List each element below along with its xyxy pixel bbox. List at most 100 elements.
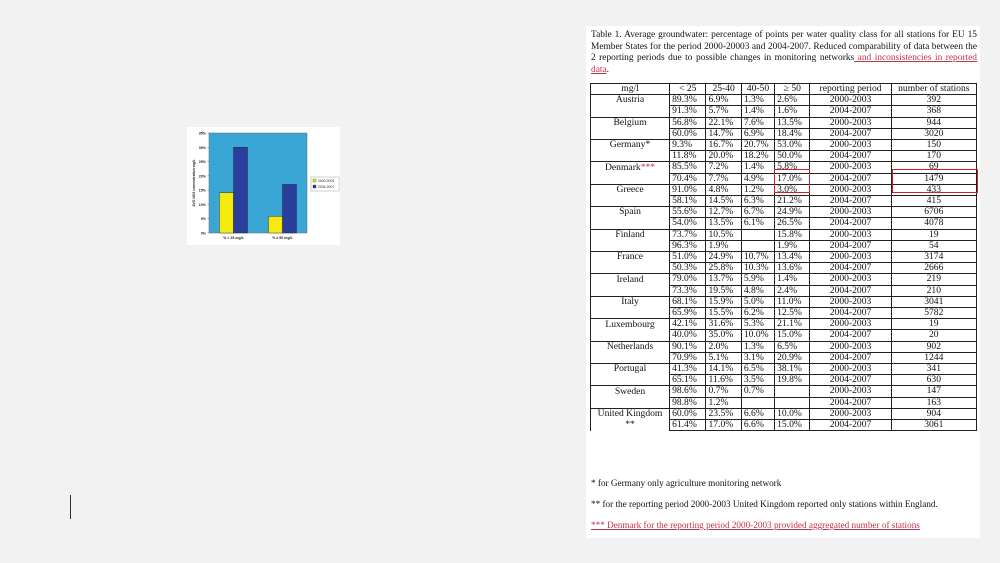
country-label: Austria — [615, 94, 645, 106]
header-mgl: mg/l — [589, 82, 671, 96]
table-cell: 15.5% — [705, 307, 742, 320]
header-lt25: < 25 — [669, 82, 707, 96]
table-cell: 13.5% — [774, 116, 811, 129]
groundwater-bar-chart: 0% 5% 10% 15% 20% 25% 30% 35% AVG NO3 concentrat… — [187, 127, 340, 245]
table-cell: 2000-2003 — [809, 385, 892, 398]
table-cell: 1.4% — [740, 105, 776, 118]
legend-swatch — [312, 178, 317, 183]
table-cell: 1.2% — [740, 183, 776, 197]
country-name: Italy — [589, 295, 671, 308]
table-cell: 2004-2007 — [809, 374, 892, 387]
country-label: Denmark — [604, 161, 641, 173]
table-cell: 15.8% — [774, 228, 811, 241]
table-cell: 4.8% — [740, 284, 776, 297]
table-cell: 70.4% — [669, 172, 707, 185]
table-cell: 6.1% — [740, 217, 776, 230]
table-cell: 10.0% — [740, 329, 776, 342]
table-cell: 1.6% — [774, 105, 811, 118]
table-cell — [774, 385, 811, 398]
table-cell: 2000-2003 — [809, 116, 892, 129]
y-tick-label: 10% — [199, 203, 207, 207]
table-caption: Table 1. Average groundwater: percentage… — [591, 30, 977, 76]
table-cell: 51.0% — [669, 251, 707, 264]
y-tick-label: 5% — [201, 217, 207, 221]
table-cell: 368 — [890, 105, 978, 118]
table-cell: 2004-2007 — [809, 351, 892, 365]
country-cell-continued — [589, 195, 671, 207]
table-cell: 31.6% — [705, 318, 742, 331]
table-cell: 61.4% — [669, 419, 707, 432]
country-name: Spain — [589, 206, 671, 218]
table-cell: 15.0% — [774, 329, 811, 342]
table-cell: 1.2% — [705, 396, 742, 409]
table-cell: 2000-2003 — [809, 139, 892, 152]
table-cell: 13.4% — [774, 251, 811, 264]
table-cell: 9.3% — [669, 139, 707, 152]
table-cell: 91.3% — [669, 105, 707, 118]
table-row: 11.8% 20.0% 18.2% 50.0% 2004-2007 170 — [589, 150, 978, 163]
table-cell — [740, 239, 776, 253]
table-cell: 2004-2007 — [809, 307, 892, 320]
table-cell: 11.8% — [669, 150, 707, 163]
country-cell-continued: ** — [589, 419, 671, 431]
table-cell: 23.5% — [705, 407, 742, 421]
table-cell: 10.0% — [774, 407, 811, 421]
table-cell: 2000-2003 — [809, 363, 892, 376]
table-cell: 3061 — [890, 419, 978, 432]
table-cell: 6.5% — [740, 363, 776, 376]
country-cell-continued — [589, 329, 671, 342]
table-cell: 163 — [890, 396, 978, 409]
table-row: Sweden 98.6% 0.7% 0.7% 2000-2003 147 — [589, 385, 978, 398]
country-cell-continued — [589, 397, 671, 409]
country-name: Portugal — [589, 363, 671, 375]
table-cell: 18.2% — [740, 150, 776, 163]
table-cell: 6.2% — [740, 307, 776, 320]
table-cell: 2000-2003 — [809, 206, 892, 219]
table-cell: 14.7% — [705, 127, 742, 141]
footnotes: * for Germany only agriculture monitorin… — [591, 478, 977, 541]
country-label: France — [616, 251, 644, 263]
table-cell: 12.7% — [705, 206, 742, 219]
table-cell: 415 — [890, 195, 978, 208]
table-cell: 26.5% — [774, 217, 811, 230]
table-cell: 2.6% — [774, 94, 811, 107]
table-cell: 20.7% — [740, 139, 776, 152]
table-cell: 2000-2003 — [809, 340, 892, 353]
table-cell: 18.4% — [774, 127, 811, 141]
table-cell: 2000-2003 — [809, 94, 892, 107]
table-row: 65.9% 15.5% 6.2% 12.5% 2004-2007 5782 — [589, 307, 978, 320]
table-cell: 2666 — [890, 262, 978, 275]
table-cell: 1.9% — [774, 239, 811, 253]
country-name: Ireland — [589, 273, 671, 286]
bar-2004-2007 — [233, 147, 248, 234]
table-cell: 53.0% — [774, 139, 811, 152]
table-cell: 19 — [890, 228, 978, 241]
table-cell: 2004-2007 — [809, 195, 892, 208]
table-row: 98.8% 1.2% 2004-2007 163 — [589, 396, 978, 409]
table-cell: 150 — [890, 139, 978, 152]
table-row: 91.3% 5.7% 1.4% 1.6% 2004-2007 368 — [589, 105, 978, 118]
table-cell: 10.5% — [705, 228, 742, 241]
table-cell: 5.8% — [774, 161, 811, 174]
table-cell: 35.0% — [705, 329, 742, 342]
country-label: Italy — [621, 296, 639, 308]
table-cell: 1244 — [890, 351, 978, 365]
country-name: Finland — [589, 228, 671, 241]
country-name: France — [589, 251, 671, 263]
table-cell: 2004-2007 — [809, 172, 892, 185]
table-cell: 16.7% — [705, 139, 742, 152]
table-cell: 5.9% — [740, 273, 776, 286]
table-cell: 6.6% — [740, 419, 776, 432]
y-axis-label: AVG NO3 concentration mg/L — [192, 159, 196, 206]
y-tick-label: 20% — [199, 174, 207, 178]
table-cell: 65.1% — [669, 374, 707, 387]
table-row: Finland 73.7% 10.5% 15.8% 2000-2003 19 — [589, 228, 978, 241]
table-cell: 25.8% — [705, 262, 742, 275]
table-cell: 2.4% — [774, 284, 811, 297]
table-cell: 4078 — [890, 217, 978, 230]
table-cell: 1.4% — [740, 161, 776, 174]
table-cell: 392 — [890, 94, 978, 107]
y-tick-label: 0% — [201, 232, 207, 236]
table-cell: 904 — [890, 407, 978, 421]
highlight-denmark-stations — [892, 169, 978, 193]
